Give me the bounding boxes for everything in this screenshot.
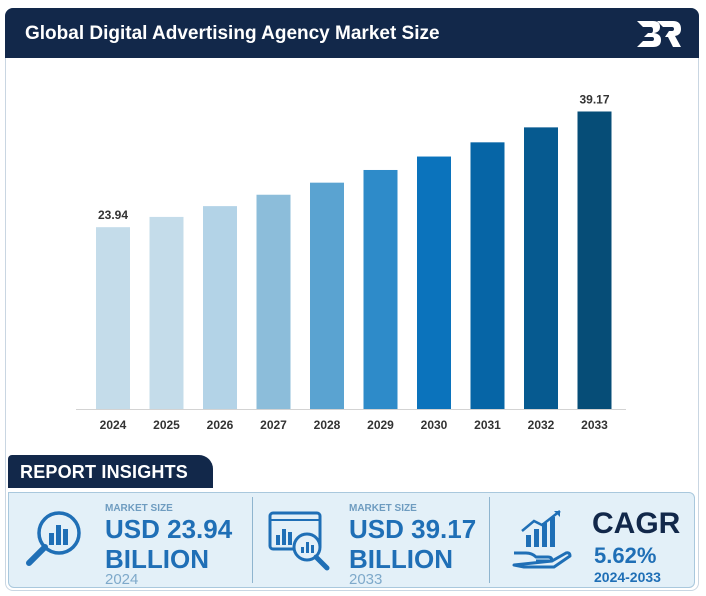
x-tick-label: 2025: [153, 418, 180, 432]
bar-2029: [363, 169, 398, 409]
market-value-2: USD 39.17: [349, 514, 477, 544]
bar-2033: [577, 111, 612, 410]
bar-2031: [470, 142, 505, 410]
monitor-analysis-icon: [268, 511, 330, 571]
bar-2025: [149, 216, 184, 409]
x-tick-label: 2030: [421, 418, 448, 432]
x-tick-label: 2033: [581, 418, 608, 432]
bar-chart: 2024 23.94 2025 2026 2027 2028 2029 2030 2031 203…: [76, 92, 626, 432]
cagr-period: 2024-2033: [594, 569, 661, 585]
market-year-2: 2033: [349, 571, 383, 588]
market-size-label-2: MARKET SIZE: [349, 503, 417, 514]
bar-2032: [524, 127, 558, 410]
market-size-label-1: MARKET SIZE: [105, 503, 173, 514]
data-label-2024: 23.94: [98, 208, 128, 222]
growth-hand-icon: [512, 510, 572, 569]
x-tick-label: 2027: [260, 418, 287, 432]
insight-card-cagr: CAGR 5.62% 2024-2033: [490, 493, 694, 587]
market-unit-2: BILLION: [349, 544, 453, 574]
market-unit-1: BILLION: [105, 544, 209, 574]
x-tick-label: 2032: [528, 418, 555, 432]
x-tick-label: 2024: [100, 418, 127, 432]
bar-2030: [417, 156, 451, 409]
bar-2024: [96, 227, 130, 409]
report-insights-tag: REPORT INSIGHTS: [8, 455, 213, 488]
magnifier-chart-icon: [26, 511, 81, 566]
x-tick-label: 2029: [367, 418, 394, 432]
market-year-1: 2024: [105, 571, 139, 588]
br-logo-icon: [637, 21, 681, 47]
x-tick-label: 2028: [314, 418, 341, 432]
header-bar: Global Digital Advertising Agency Market…: [5, 8, 699, 58]
x-tick-label: 2026: [207, 418, 234, 432]
x-tick-label: 2031: [474, 418, 501, 432]
insight-card-market-2024: MARKET SIZE USD 23.94 BILLION 2024: [9, 493, 251, 588]
cagr-title: CAGR: [592, 507, 681, 540]
insights-panel: MARKET SIZE USD 23.94 BILLION 2024 MARKE…: [8, 492, 695, 588]
cagr-value: 5.62%: [594, 543, 657, 568]
bar-2028: [310, 182, 344, 409]
divider: [489, 497, 490, 583]
insight-card-market-2033: MARKET SIZE USD 39.17 BILLION 2033: [253, 493, 489, 588]
market-value-1: USD 23.94: [105, 514, 233, 544]
bar-2027: [256, 194, 291, 409]
divider: [252, 497, 253, 583]
page-title: Global Digital Advertising Agency Market…: [25, 23, 440, 44]
report-insights-label: REPORT INSIGHTS: [20, 462, 189, 482]
bar-2026: [203, 206, 237, 409]
data-label-2033: 39.17: [579, 92, 609, 106]
